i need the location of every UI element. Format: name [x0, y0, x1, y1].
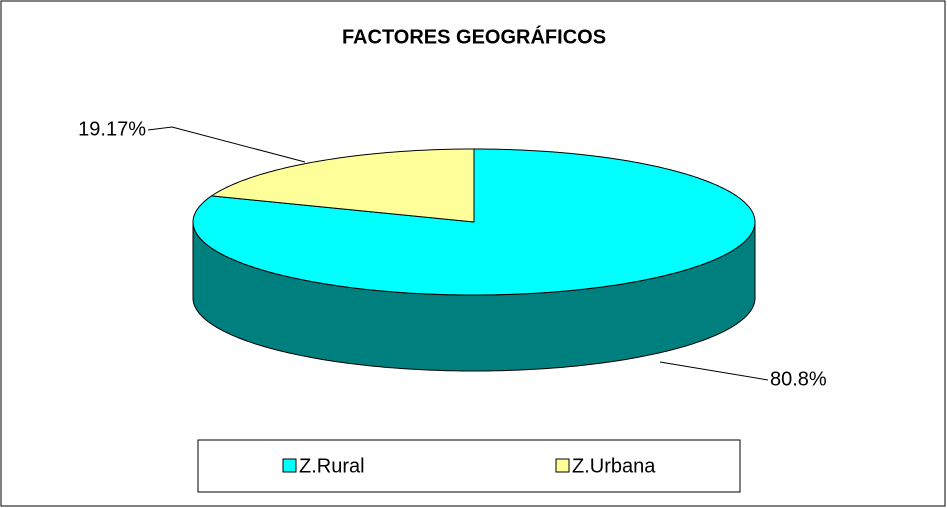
- data-label: 80.8%: [770, 368, 827, 390]
- leader-line: [147, 126, 306, 163]
- data-label: 19.17%: [78, 118, 146, 140]
- legend-swatch: [282, 458, 297, 473]
- legend-label: Z.Rural: [299, 455, 365, 477]
- chart-title: FACTORES GEOGRÁFICOS: [342, 25, 606, 48]
- legend-box: [197, 439, 741, 493]
- legend-label: Z.Urbana: [572, 455, 656, 477]
- legend-swatch: [555, 458, 570, 473]
- slice: [210, 148, 475, 223]
- leader-line: [659, 361, 769, 381]
